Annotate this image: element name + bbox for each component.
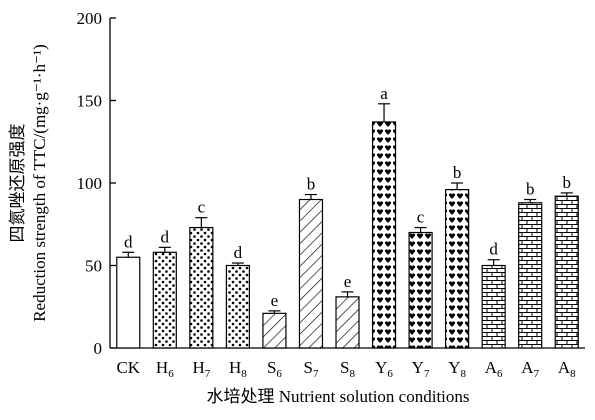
error-bar bbox=[414, 226, 427, 233]
bar bbox=[335, 296, 360, 349]
significance-label: a bbox=[380, 84, 388, 103]
bar bbox=[262, 312, 287, 349]
error-bar bbox=[560, 192, 573, 197]
x-tick-label: CK bbox=[116, 358, 140, 377]
significance-label: e bbox=[344, 272, 352, 291]
significance-label: d bbox=[161, 227, 170, 246]
error-bar bbox=[122, 251, 135, 258]
y-tick-label: 100 bbox=[77, 174, 103, 193]
error-bar bbox=[524, 198, 537, 203]
bars bbox=[116, 121, 579, 349]
bar bbox=[408, 231, 433, 349]
y-tick-label: 0 bbox=[94, 339, 103, 358]
bar bbox=[298, 198, 324, 349]
x-tick-label: S8 bbox=[340, 358, 355, 380]
significance-label: d bbox=[489, 240, 498, 259]
x-tick-label: A8 bbox=[558, 358, 576, 380]
bar bbox=[225, 264, 250, 349]
error-bars bbox=[122, 103, 573, 314]
x-tick-label: H8 bbox=[229, 358, 247, 380]
x-tick-label: Y6 bbox=[375, 358, 393, 380]
bar bbox=[116, 256, 141, 349]
bar bbox=[189, 226, 214, 349]
significance-label: c bbox=[198, 198, 206, 217]
x-tick-label: Y8 bbox=[448, 358, 466, 380]
x-tick-label: S6 bbox=[267, 358, 282, 380]
significance-label: c bbox=[417, 208, 425, 227]
significance-label: b bbox=[562, 173, 571, 192]
bar bbox=[518, 202, 543, 349]
error-bar bbox=[487, 259, 500, 266]
y-tick-label: 50 bbox=[85, 257, 102, 276]
bar bbox=[554, 195, 579, 349]
y-tick-label: 200 bbox=[77, 9, 103, 28]
significance-label: d bbox=[124, 232, 133, 251]
bar bbox=[371, 121, 397, 349]
significance-labels: d d c d e b e a c b d b b bbox=[124, 84, 571, 310]
bar bbox=[152, 251, 177, 349]
significance-label: b bbox=[307, 175, 316, 194]
error-bar bbox=[231, 262, 244, 266]
x-tick-label: A7 bbox=[521, 358, 539, 380]
y-ticks: 0 50 100 150 200 bbox=[77, 9, 116, 358]
error-bar bbox=[158, 246, 171, 253]
significance-label: b bbox=[453, 163, 462, 182]
error-bar bbox=[268, 310, 281, 314]
x-tick-label: S7 bbox=[303, 358, 318, 380]
error-bar bbox=[304, 193, 317, 200]
x-tick-label: H6 bbox=[156, 358, 174, 380]
error-bar bbox=[341, 291, 354, 297]
significance-label: e bbox=[271, 291, 279, 310]
x-tick-labels: CK H6 H7 H8 S6 S7 S8 Y6 Y7 Y8 A6 A7 A8 bbox=[116, 358, 576, 380]
significance-label: d bbox=[234, 243, 243, 262]
error-bar bbox=[378, 103, 391, 122]
y-tick-label: 150 bbox=[77, 92, 103, 111]
y-axis-title: 四氮唑还原强度 Reduction strength of TTC/(mg·g⁻… bbox=[8, 44, 49, 322]
significance-label: b bbox=[526, 180, 535, 199]
bar bbox=[481, 264, 506, 349]
bar bbox=[445, 189, 470, 349]
x-tick-label: H7 bbox=[192, 358, 210, 380]
y-axis-title-line1: 四氮唑还原强度 bbox=[8, 124, 27, 243]
error-bar bbox=[451, 182, 464, 190]
x-tick-label: A6 bbox=[485, 358, 503, 380]
error-bar bbox=[195, 217, 208, 228]
x-tick-label: Y7 bbox=[412, 358, 430, 380]
y-axis-title-line2: Reduction strength of TTC/(mg·g⁻¹·h⁻¹) bbox=[30, 44, 49, 322]
x-axis-title: 水培处理 Nutrient solution conditions bbox=[206, 387, 469, 406]
